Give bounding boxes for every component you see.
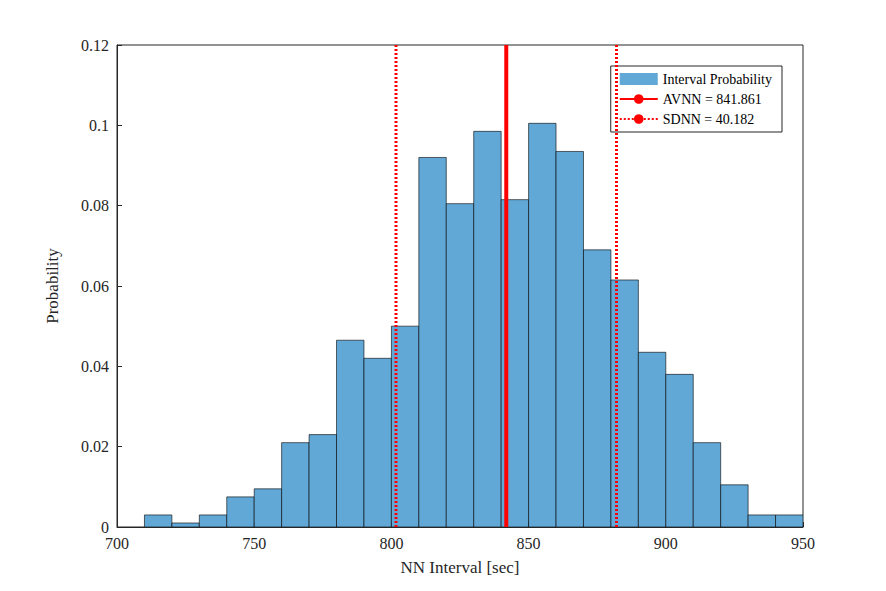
svg-text:0.12: 0.12 bbox=[81, 37, 109, 54]
svg-text:Interval Probability: Interval Probability bbox=[663, 72, 772, 87]
svg-text:800: 800 bbox=[379, 535, 403, 552]
svg-text:750: 750 bbox=[242, 535, 266, 552]
svg-text:900: 900 bbox=[654, 535, 678, 552]
svg-text:0.1: 0.1 bbox=[89, 117, 109, 134]
svg-text:950: 950 bbox=[791, 535, 815, 552]
svg-text:AVNN = 841.861: AVNN = 841.861 bbox=[663, 92, 762, 107]
svg-text:0.04: 0.04 bbox=[81, 358, 109, 375]
svg-text:850: 850 bbox=[517, 535, 541, 552]
svg-text:SDNN = 40.182: SDNN = 40.182 bbox=[663, 112, 755, 127]
svg-text:0.06: 0.06 bbox=[81, 278, 109, 295]
svg-text:NN Interval [sec]: NN Interval [sec] bbox=[401, 558, 520, 577]
svg-text:0.08: 0.08 bbox=[81, 197, 109, 214]
svg-text:0: 0 bbox=[101, 519, 109, 536]
svg-text:Probability: Probability bbox=[43, 248, 62, 324]
svg-text:0.02: 0.02 bbox=[81, 438, 109, 455]
svg-text:700: 700 bbox=[105, 535, 129, 552]
